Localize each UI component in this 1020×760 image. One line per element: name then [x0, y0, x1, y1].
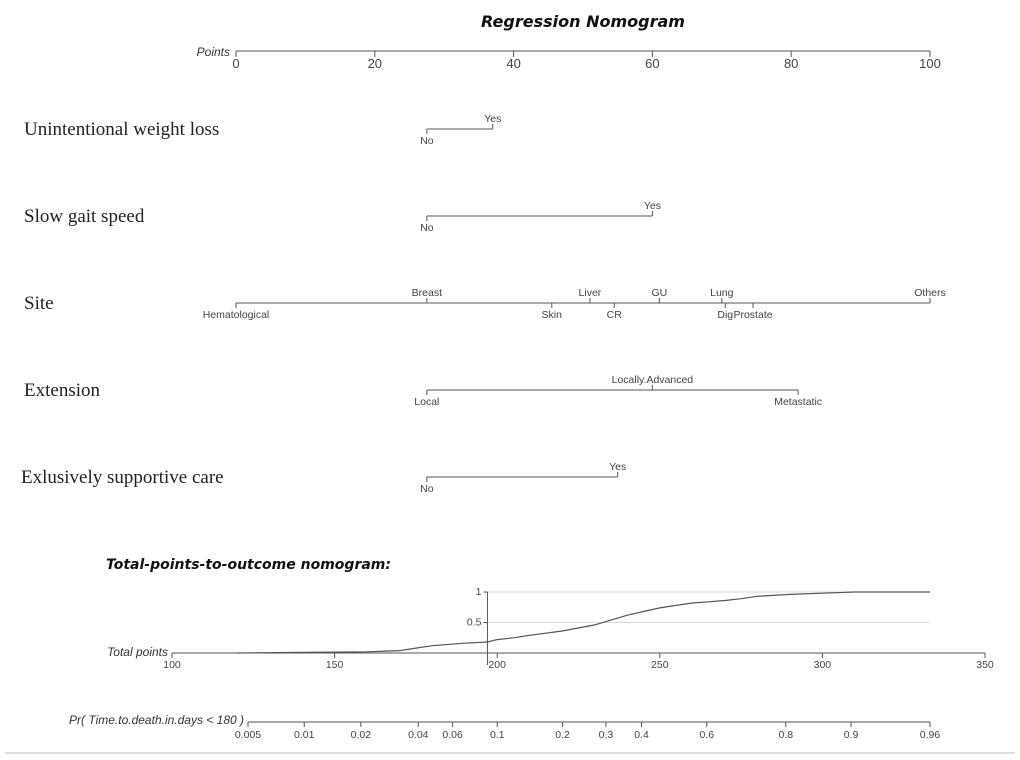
variable-name: Site [24, 293, 54, 314]
level-label: No [420, 483, 434, 495]
probability-tick-label: 0.02 [351, 729, 372, 741]
total-points-tick-label: 150 [326, 659, 344, 671]
probability-tick-label: 0.1 [490, 729, 505, 741]
variable-row: Exlusively supportive care No Yes [21, 461, 626, 495]
variable-row: Extension Local Locally.Advanced Metastatic [24, 374, 822, 408]
variable-name: Slow gait speed [24, 206, 145, 227]
variable-name: Unintentional weight loss [24, 119, 219, 140]
points-axis-label: Points [197, 45, 230, 59]
level-label: Yes [609, 461, 626, 473]
level-label: CR [607, 309, 623, 321]
probability-axis-label: Pr( Time.to.death.in.days < 180 ) [69, 713, 244, 727]
points-tick-label: 40 [506, 56, 520, 71]
probability-tick-label: 0.2 [555, 729, 570, 741]
probability-tick-label: 0.96 [920, 729, 941, 741]
total-points-tick-label: 350 [976, 659, 994, 671]
probability-tick-label: 0.01 [294, 729, 315, 741]
level-label: No [420, 135, 434, 147]
points-tick-label: 20 [368, 56, 382, 71]
total-points-tick-label: 250 [651, 659, 669, 671]
inset-ytick-label: 0.5 [467, 617, 482, 629]
probability-axis: 0.005 0.01 0.02 0.04 0.06 0.1 0.2 0.3 0.4 0.6 0.8 0… [235, 721, 941, 741]
level-label: Breast [412, 287, 442, 299]
level-label: Others [914, 287, 946, 299]
variable-row: Slow gait speed No Yes [24, 200, 661, 234]
total-points-label: Total points [107, 645, 168, 659]
inset-ytick-label: 1 [476, 586, 482, 598]
probability-tick-label: 0.9 [844, 729, 859, 741]
points-tick-label: 100 [919, 56, 941, 71]
probability-tick-label: 0.06 [442, 729, 463, 741]
variable-name: Exlusively supportive care [21, 467, 224, 488]
level-label: Dig [717, 309, 733, 321]
probability-tick-label: 0.04 [408, 729, 429, 741]
points-tick-label: 80 [784, 56, 798, 71]
level-label: Local [414, 396, 439, 408]
level-label: No [420, 222, 434, 234]
points-tick-label: 0 [232, 56, 239, 71]
level-label: Yes [644, 200, 661, 212]
probability-tick-label: 0.4 [634, 729, 649, 741]
variable-row: Site Hematological Breast Skin Liver CR GU Lung… [24, 287, 946, 321]
total-points-axis: 100 150 200 250 300 350 [163, 652, 994, 671]
level-label: Yes [484, 113, 501, 125]
chart-title: Regression Nomogram [481, 12, 685, 31]
level-label: Liver [579, 287, 602, 299]
level-label: Hematological [203, 309, 270, 321]
probability-tick-label: 0.6 [699, 729, 714, 741]
points-axis: 0 20 40 60 80 100 [232, 50, 941, 71]
variable-name: Extension [24, 380, 100, 401]
probability-tick-label: 0.005 [235, 729, 261, 741]
outcome-subtitle: Total-points-to-outcome nomogram: [106, 557, 391, 573]
level-label: Locally.Advanced [612, 374, 694, 386]
probability-tick-label: 0.8 [778, 729, 793, 741]
total-points-tick-label: 100 [163, 659, 181, 671]
level-label: Lung [710, 287, 734, 299]
probability-curve [236, 591, 930, 654]
points-tick-label: 60 [645, 56, 659, 71]
variable-row: Unintentional weight loss No Yes [24, 113, 501, 147]
level-label: Skin [542, 309, 563, 321]
total-points-tick-label: 300 [814, 659, 832, 671]
probability-tick-label: 0.3 [599, 729, 614, 741]
level-label: Metastatic [774, 396, 822, 408]
total-points-tick-label: 200 [488, 659, 506, 671]
level-label: GU [651, 287, 667, 299]
level-label: Prostate [733, 309, 772, 321]
